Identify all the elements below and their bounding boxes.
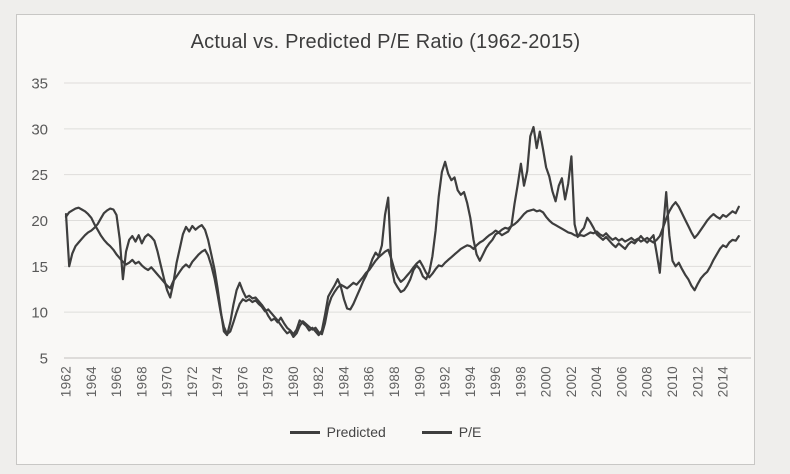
legend-label-predicted: Predicted — [326, 424, 386, 440]
x-axis-tick-label: 2000 — [539, 366, 554, 397]
y-axis-tick-label: 30 — [31, 121, 48, 138]
y-axis-tick-label: 25 — [31, 167, 48, 184]
y-axis-tick-label: 10 — [31, 305, 48, 322]
chart-title: Actual vs. Predicted P/E Ratio (1962-201… — [190, 31, 581, 53]
legend-item-pe[interactable]: P/E — [421, 424, 482, 440]
x-axis-tick-label: 1996 — [488, 366, 503, 397]
y-axis-tick-label: 20 — [31, 213, 48, 230]
x-axis-tick-label: 1984 — [336, 366, 351, 397]
x-axis-tick-label: 1978 — [261, 366, 276, 397]
x-axis-tick-label: 1966 — [109, 366, 124, 397]
pe-line-swatch — [421, 430, 452, 434]
x-axis-tick-label: 1962 — [59, 366, 74, 397]
legend-label-pe: P/E — [458, 424, 482, 440]
predicted-line-swatch — [289, 430, 320, 434]
series-line-p-e[interactable] — [64, 125, 740, 337]
y-axis-tick-label: 5 — [40, 351, 48, 368]
pe-ratio-chart[interactable]: Actual vs. Predicted P/E Ratio (1962-201… — [16, 14, 755, 465]
x-axis-tick-label: 1998 — [513, 366, 528, 397]
x-axis-tick-label: 1976 — [235, 366, 250, 397]
x-axis-tick-label: 2004 — [589, 366, 604, 397]
x-axis-tick-label: 1980 — [286, 366, 301, 397]
x-axis-tick-label: 1992 — [438, 366, 453, 397]
x-axis-tick-label: 1974 — [210, 366, 225, 397]
x-axis-tick-label: 1988 — [387, 366, 402, 397]
x-axis-tick-label: 1968 — [134, 366, 149, 397]
x-axis-tick-label: 2002 — [564, 366, 579, 397]
x-axis-tick-label: 1964 — [84, 366, 99, 397]
x-axis-tick-label: 1972 — [185, 366, 200, 397]
y-axis-tick-label: 35 — [31, 76, 48, 93]
x-axis-tick-label: 2006 — [614, 366, 629, 397]
x-axis-tick-label: 1994 — [463, 366, 478, 397]
series-line-predicted[interactable] — [64, 201, 740, 338]
chart-legend: Predicted P/E — [17, 424, 754, 440]
x-axis-tick-label: 1986 — [362, 366, 377, 397]
x-axis-tick-label: 2010 — [665, 366, 680, 397]
x-axis-tick-label: 2012 — [690, 366, 705, 397]
legend-item-predicted[interactable]: Predicted — [289, 424, 386, 440]
x-axis-tick-label: 1982 — [311, 366, 326, 397]
x-axis-tick-label: 2008 — [640, 366, 655, 397]
x-axis-tick-label: 1990 — [412, 366, 427, 397]
chart-plot-area[interactable]: 35 30 25 20 15 10 5 1962 1964 1966 1968 1970 1972 197… — [17, 15, 756, 466]
x-axis-tick-label: 2014 — [716, 366, 731, 397]
y-axis-tick-label: 15 — [31, 259, 48, 276]
x-axis-tick-label: 1970 — [160, 366, 175, 397]
